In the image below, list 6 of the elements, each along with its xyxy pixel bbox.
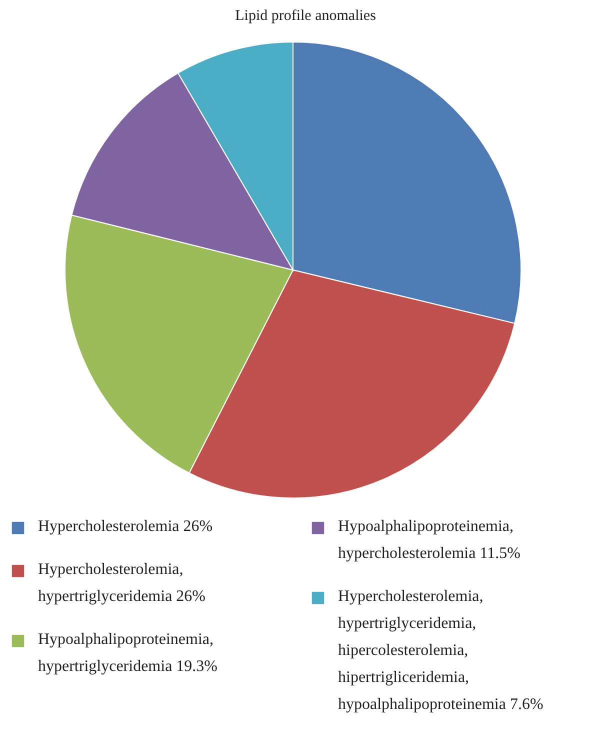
legend-label: Hypoalphalipoproteinemia, hypertriglyceridemia 19.3%	[38, 631, 218, 675]
legend-label: Hypercholesterolemia, hypertriglyceridemia 26%	[38, 561, 206, 605]
chart-title: Lipid profile anomalies	[235, 8, 376, 24]
legend-label: Hypercholesterolemia, hypertriglyceridemia, hipercolesterolemia, hipertrigliceridemia, hypoalphalipoproteinemia 7.6%	[338, 588, 544, 713]
legend-label: Hypercholesterolemia 26%	[38, 518, 213, 535]
legend-label: Hypoalphalipoproteinemia, hypercholesterolemia 11.5%	[338, 518, 520, 562]
